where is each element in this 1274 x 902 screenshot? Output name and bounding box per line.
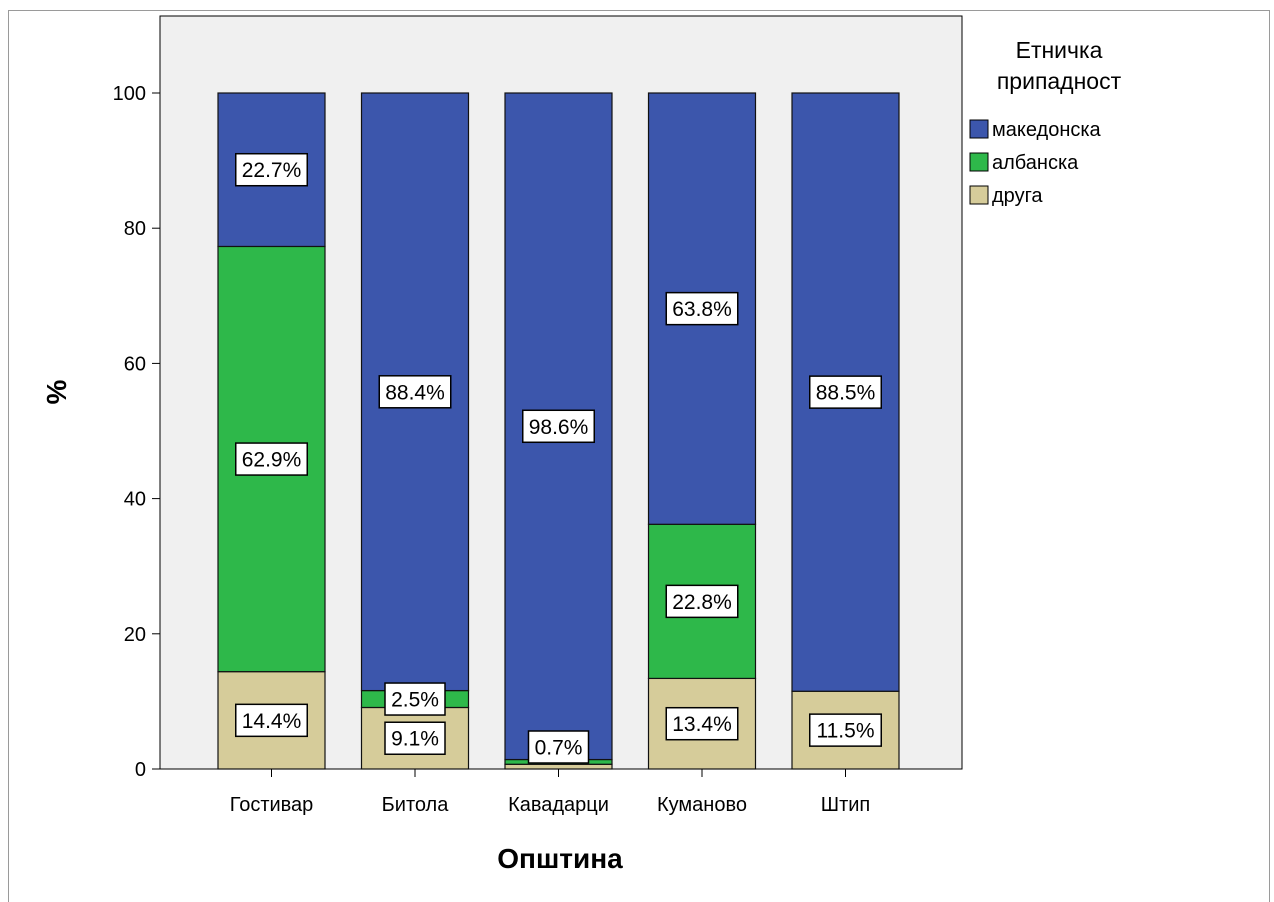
legend-swatch <box>969 152 989 172</box>
y-tick-label: 0 <box>135 759 146 781</box>
data-label-text: 2.5% <box>391 689 439 712</box>
data-label-box <box>665 584 739 619</box>
data-label-box <box>665 291 739 326</box>
data-label: 98.6% <box>522 409 595 444</box>
data-label: 88.5% <box>809 375 882 409</box>
data-label: 2.5% <box>384 682 446 716</box>
bar-segment-друга <box>504 763 613 770</box>
y-tick-label: 60 <box>124 353 146 375</box>
data-label-box <box>665 706 739 741</box>
data-label-text: 22.7% <box>242 159 302 182</box>
data-label-text: 22.8% <box>672 591 732 614</box>
data-label-box <box>809 713 882 747</box>
x-axis: Гостивар Битола Кавадарци Куманово Штип <box>230 769 871 816</box>
legend-swatch <box>969 119 989 139</box>
data-label: 0.7% <box>527 730 590 764</box>
data-label: 22.7% <box>235 152 308 187</box>
legend-label: друга <box>992 185 1043 207</box>
y-axis: 0 20 40 60 80 100 <box>113 83 160 781</box>
data-label-text: 88.5% <box>816 382 876 405</box>
x-category-label: Битола <box>382 794 450 816</box>
data-label-box <box>235 703 308 738</box>
legend-title: припадност <box>997 68 1122 94</box>
x-category-label: Куманово <box>657 794 747 816</box>
data-label-box <box>809 375 882 409</box>
data-label-text: 63.8% <box>672 298 732 321</box>
y-tick-label: 40 <box>124 489 146 511</box>
data-label-box <box>522 409 595 444</box>
data-label-text: 11.5% <box>817 720 875 743</box>
data-label-box <box>384 721 446 755</box>
data-label-text: 9.1% <box>391 728 439 751</box>
data-label-box <box>384 682 446 716</box>
x-category-label: Штип <box>821 794 871 816</box>
data-label-text: 98.6% <box>529 416 589 439</box>
data-label: 88.4% <box>378 375 452 409</box>
data-label: 62.9% <box>235 442 308 476</box>
data-labels: 14.4% 62.9% 22.7% 9.1% 2.5% 88.4% 0.7% 98.6% 13.… <box>235 152 882 764</box>
data-label-text: 14.4% <box>242 710 302 733</box>
data-label-box <box>527 730 590 764</box>
y-tick-label: 80 <box>124 218 146 240</box>
data-label-box <box>235 152 308 187</box>
x-category-label: Гостивар <box>230 794 314 816</box>
y-tick-label: 20 <box>124 624 146 646</box>
data-label-text: 0.7% <box>535 737 583 760</box>
x-category-label: Кавадарци <box>508 794 609 816</box>
y-tick-label: 100 <box>113 83 146 105</box>
legend: Етничка припадност македонска албанска друга <box>969 37 1122 207</box>
legend-label: македонска <box>992 119 1102 141</box>
legend-item: македонска <box>969 119 1102 141</box>
x-axis-title: Општина <box>497 843 623 874</box>
data-label: 63.8% <box>665 291 739 326</box>
data-label-box <box>235 442 308 476</box>
data-label-text: 13.4% <box>672 713 732 736</box>
legend-label: албанска <box>992 152 1079 174</box>
data-label: 22.8% <box>665 584 739 619</box>
data-label-text: 88.4% <box>385 381 445 404</box>
legend-title: Етничка <box>1016 37 1103 63</box>
data-label: 9.1% <box>384 721 446 755</box>
data-label-text: 62.9% <box>242 449 302 472</box>
data-label: 14.4% <box>235 703 308 738</box>
data-label: 11.5% <box>809 713 882 747</box>
y-axis-title: % <box>41 379 72 404</box>
legend-item: албанска <box>969 152 1079 174</box>
legend-item: друга <box>969 185 1043 207</box>
data-label: 13.4% <box>665 706 739 741</box>
legend-swatch <box>969 185 989 205</box>
data-label-box <box>378 375 452 409</box>
